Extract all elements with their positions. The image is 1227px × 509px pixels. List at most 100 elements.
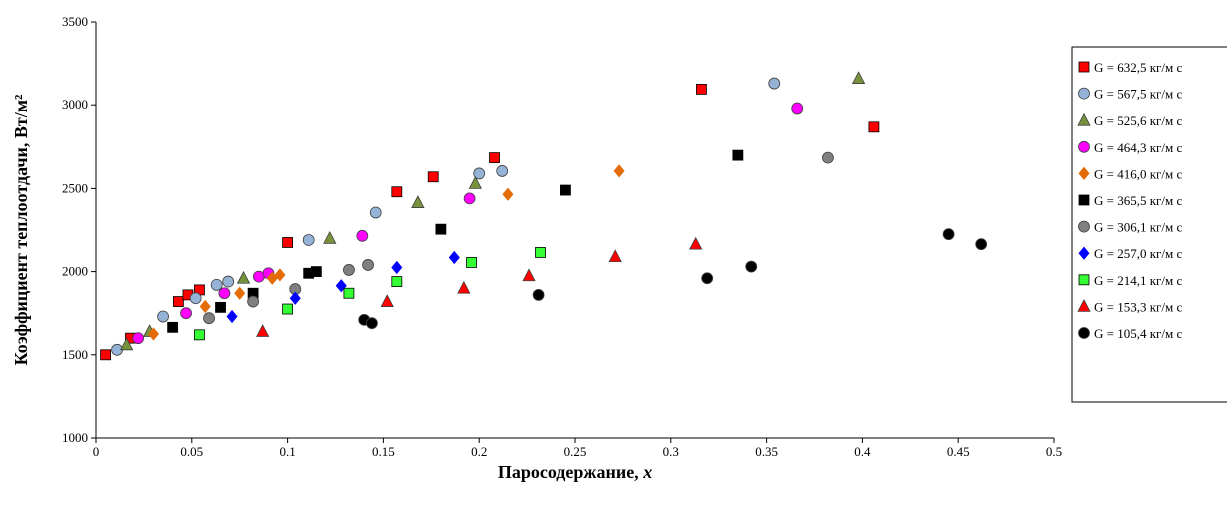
x-tick-label: 0.3 — [663, 444, 679, 459]
x-tick-label: 0.1 — [279, 444, 295, 459]
data-point — [696, 83, 707, 95]
data-point — [975, 238, 988, 251]
legend-marker — [1077, 112, 1091, 126]
data-point — [369, 206, 382, 219]
data-point — [535, 247, 546, 258]
data-point — [689, 236, 703, 250]
data-point — [489, 152, 500, 164]
data-point — [256, 324, 270, 337]
x-tick-label: 0.05 — [180, 444, 203, 459]
x-tick-label: 0.35 — [755, 444, 778, 459]
data-point — [119, 337, 134, 351]
data-point — [210, 279, 223, 291]
data-point — [851, 71, 866, 84]
data-point — [463, 192, 476, 205]
data-point — [343, 287, 355, 299]
y-tick-label: 2500 — [62, 180, 88, 195]
data-point — [180, 307, 192, 320]
data-point — [100, 349, 111, 361]
data-point — [435, 223, 447, 235]
data-point — [226, 309, 238, 324]
legend-marker — [1078, 87, 1090, 100]
data-point — [768, 77, 781, 90]
legend-box — [1071, 46, 1227, 403]
legend-label: G = 153,3 кг/м с — [1094, 299, 1182, 314]
legend-label: G = 105,4 кг/м с — [1094, 326, 1182, 341]
legend-label: G = 464,3 кг/м с — [1094, 140, 1182, 155]
data-point — [356, 229, 369, 242]
data-point — [522, 268, 536, 282]
legend-marker — [1078, 327, 1090, 339]
x-tick-label: 0.45 — [947, 444, 970, 459]
data-point — [157, 310, 169, 323]
data-point — [274, 268, 286, 282]
legend-label: G = 632,5 кг/м с — [1094, 60, 1182, 75]
data-point — [310, 266, 322, 278]
data-point — [203, 312, 215, 325]
data-point — [189, 292, 202, 305]
y-axis-title: Коэффициент теплоотдачи, Вт/м² — [11, 95, 31, 366]
data-point — [427, 171, 439, 183]
legend-marker — [1078, 194, 1090, 206]
data-point — [560, 184, 571, 196]
legend-marker — [1078, 274, 1090, 286]
legend-label: G = 525,6 кг/м с — [1094, 113, 1182, 128]
legend-label: G = 567,5 кг/м с — [1094, 87, 1182, 102]
data-point — [362, 259, 374, 271]
legend-marker — [1078, 246, 1090, 260]
data-point — [822, 151, 834, 164]
legend-label: G = 257,0 кг/м с — [1094, 246, 1182, 261]
x-tick-label: 0.4 — [854, 444, 871, 459]
data-point — [194, 329, 205, 341]
data-point — [380, 294, 394, 307]
data-point — [391, 260, 403, 275]
data-point — [282, 237, 294, 248]
data-point — [608, 249, 622, 263]
x-tick-label: 0.15 — [372, 444, 395, 459]
data-point — [502, 187, 514, 201]
y-tick-label: 3500 — [62, 14, 88, 29]
legend-marker — [1077, 299, 1091, 312]
data-point — [496, 165, 509, 177]
data-point — [236, 270, 251, 284]
y-tick-label: 1000 — [62, 430, 88, 445]
x-tick-label: 0.25 — [564, 444, 587, 459]
data-point — [172, 296, 184, 307]
data-point — [366, 317, 378, 330]
x-tick-label: 0.5 — [1046, 444, 1062, 459]
legend-marker — [1078, 166, 1090, 181]
data-point — [247, 295, 260, 308]
data-point — [391, 276, 403, 287]
x-tick-label: 0.2 — [471, 444, 487, 459]
data-point — [468, 176, 483, 189]
data-point — [473, 167, 486, 180]
data-point — [289, 291, 301, 305]
y-tick-label: 3000 — [62, 97, 88, 112]
data-point — [343, 264, 355, 276]
y-tick-label: 1500 — [62, 347, 88, 362]
data-point — [532, 288, 545, 301]
x-axis-title: Паросодержание, x — [498, 462, 652, 482]
data-point — [411, 195, 425, 208]
y-tick-label: 2000 — [62, 264, 88, 279]
data-point — [466, 257, 477, 268]
data-point — [732, 149, 744, 161]
x-tick-label: 0 — [93, 444, 100, 459]
data-point — [147, 327, 160, 341]
data-point — [942, 228, 955, 241]
legend-label: G = 214,1 кг/м с — [1094, 273, 1182, 288]
data-point — [613, 164, 625, 178]
data-point — [323, 230, 337, 244]
data-point — [234, 286, 246, 300]
data-point — [222, 275, 235, 288]
data-point — [457, 280, 471, 294]
data-point — [791, 102, 804, 115]
data-point — [302, 234, 315, 246]
data-point — [391, 186, 403, 198]
legend-marker — [1078, 140, 1090, 153]
legend-label: G = 365,5 кг/м с — [1094, 193, 1182, 208]
data-point — [701, 272, 714, 285]
data-point — [745, 260, 758, 273]
legend-marker — [1078, 220, 1090, 233]
